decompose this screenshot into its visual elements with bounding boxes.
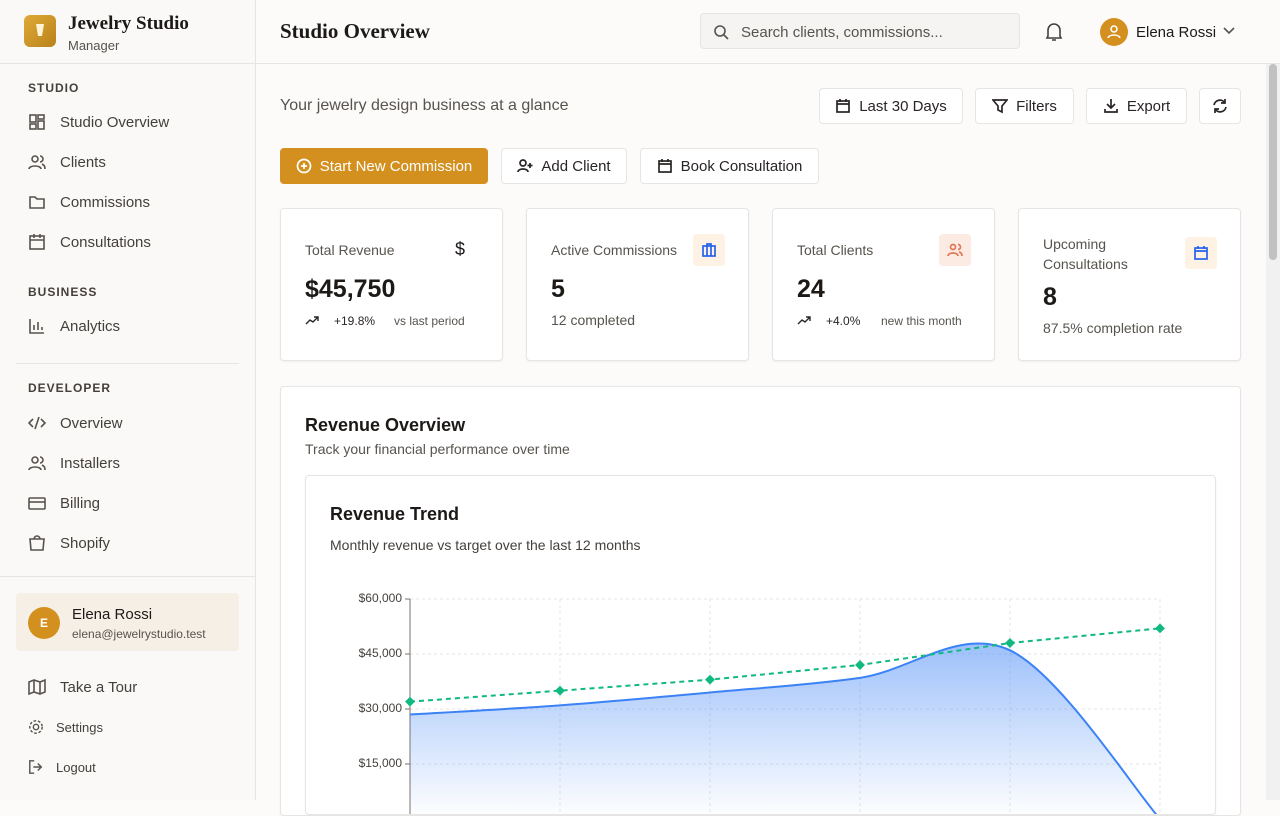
revenue-overview: Revenue Overview Track your financial pe…: [280, 386, 1241, 816]
nav-item[interactable]: Studio Overview: [28, 110, 169, 134]
section-title: Revenue Overview: [305, 415, 466, 435]
stat-note: new this month: [881, 314, 962, 328]
section-subtitle: Track your financial performance over ti…: [305, 441, 570, 457]
filters-button[interactable]: Filters: [975, 88, 1074, 124]
button-label: Start New Commission: [319, 157, 473, 175]
point: [555, 685, 565, 696]
stat-value: 8: [1043, 283, 1057, 311]
nav-label: Settings: [56, 719, 103, 735]
point: [705, 674, 715, 685]
chart-card: Revenue Trend Monthly revenue vs target …: [305, 475, 1216, 815]
stat-value: 5: [551, 275, 565, 303]
search-box[interactable]: Search clients, commissions...: [700, 13, 1020, 49]
user-avatar: E: [28, 607, 60, 639]
user-email: elena@jewelrystudio.test: [72, 627, 206, 641]
button-label: Filters: [1016, 97, 1057, 115]
book-consultation[interactable]: Book Consultation: [640, 148, 819, 184]
point: [405, 696, 415, 707]
chart-title: Revenue Trend: [330, 504, 460, 524]
brand-name: Jewelry Studio: [68, 13, 189, 34]
stat-change: +4.0%: [826, 314, 861, 328]
y-tick-label: $45,000: [359, 646, 403, 660]
nav-label: Shopify: [60, 534, 111, 552]
nav-item[interactable]: Billing: [28, 491, 100, 515]
add-client[interactable]: Add Client: [501, 148, 627, 184]
stat-change: +19.8%: [334, 314, 376, 328]
stat-label: Active Commissions: [551, 242, 678, 258]
stat-card: Upcoming Consultations 8 87.5% completio…: [1018, 208, 1241, 361]
nav-item[interactable]: Overview: [28, 411, 123, 435]
notifications[interactable]: [1045, 22, 1063, 42]
stat-note: vs last period: [394, 314, 465, 328]
y-tick-label: $15,000: [359, 756, 403, 770]
nav-label: Installers: [60, 454, 121, 472]
search-placeholder: Search clients, commissions...: [741, 24, 943, 41]
stat-icon: [939, 234, 971, 266]
line: [409, 642, 1158, 814]
area: [410, 643, 1156, 814]
refresh-button[interactable]: [1199, 88, 1241, 124]
point: [1155, 623, 1165, 634]
page-title: Studio Overview: [280, 19, 430, 43]
nav-label: Consultations: [60, 233, 151, 251]
nav-label: Clients: [60, 153, 106, 171]
nav-label: Analytics: [60, 317, 121, 335]
stat-note: 12 completed: [551, 312, 636, 328]
stat-icon: $: [455, 239, 466, 259]
section-label: STUDIO: [28, 81, 80, 95]
nav-item[interactable]: Logout: [28, 755, 96, 779]
stat-icon: [693, 234, 725, 266]
stat-value: $45,750: [305, 275, 396, 303]
nav-item[interactable]: Clients: [28, 150, 106, 174]
stat-note: 87.5% completion rate: [1043, 320, 1183, 336]
stat-card: Total Revenue $ $45,750 +19.8% vs last p…: [280, 208, 503, 361]
export-button[interactable]: Export: [1086, 88, 1187, 124]
stat-card: Active Commissions 5 12 completed: [526, 208, 749, 361]
y-tick-label: $30,000: [359, 701, 403, 715]
nav-label: Billing: [60, 494, 101, 512]
stat-label: Total Revenue: [305, 242, 395, 258]
button-label: Export: [1126, 97, 1171, 115]
scrollbar[interactable]: [1266, 64, 1280, 800]
nav-label: Overview: [60, 414, 123, 432]
y-tick-label: $60,000: [359, 591, 403, 605]
nav-label: Commissions: [60, 193, 151, 211]
user-name: Elena Rossi: [72, 606, 153, 623]
button-label: Last 30 Days: [859, 97, 947, 115]
sidebar: Jewelry Studio Manager STUDIO Studio Ove…: [0, 0, 256, 800]
header-user[interactable]: Elena Rossi: [1136, 24, 1217, 41]
user-card[interactable]: E Elena Rossi elena@jewelrystudio.test: [16, 593, 239, 651]
point: [1005, 638, 1015, 648]
primary-action[interactable]: Start New Commission: [280, 148, 488, 184]
nav-label: Take a Tour: [60, 678, 138, 696]
nav-label: Studio Overview: [60, 113, 170, 131]
page-subtitle: Your jewelry design business at a glance: [280, 97, 569, 114]
button-label: Add Client: [541, 157, 611, 175]
nav-item[interactable]: Analytics: [28, 314, 120, 338]
stat-label: Upcoming Consultations: [1043, 236, 1128, 272]
stat-icon: [1185, 237, 1217, 269]
chart: $15,000 $30,000 $45,000 $60,000: [359, 591, 1165, 814]
header-avatar[interactable]: [1100, 18, 1128, 46]
nav-item[interactable]: Commissions: [28, 190, 150, 214]
nav-label: Logout: [56, 759, 96, 775]
chart-subtitle: Monthly revenue vs target over the last …: [330, 537, 641, 553]
section-label: DEVELOPER: [28, 381, 112, 395]
header: Studio Overview Search clients, commissi…: [256, 0, 1280, 64]
stat-label: Total Clients: [797, 242, 874, 258]
date-range[interactable]: Last 30 Days: [819, 88, 963, 124]
brand-subtitle: Manager: [68, 38, 120, 53]
nav-item[interactable]: Shopify: [28, 531, 110, 555]
button-label: Book Consultation: [680, 157, 803, 175]
section-label: BUSINESS: [28, 285, 98, 299]
nav-item[interactable]: Installers: [28, 451, 120, 475]
logo: [24, 15, 56, 47]
nav-item[interactable]: Settings: [28, 715, 103, 739]
nav-item[interactable]: Consultations: [28, 230, 151, 254]
point: [855, 660, 865, 670]
stat-card: Total Clients 24 +4.0% new this month: [772, 208, 995, 361]
stat-value: 24: [797, 275, 825, 303]
nav-item[interactable]: Take a Tour: [28, 675, 137, 699]
